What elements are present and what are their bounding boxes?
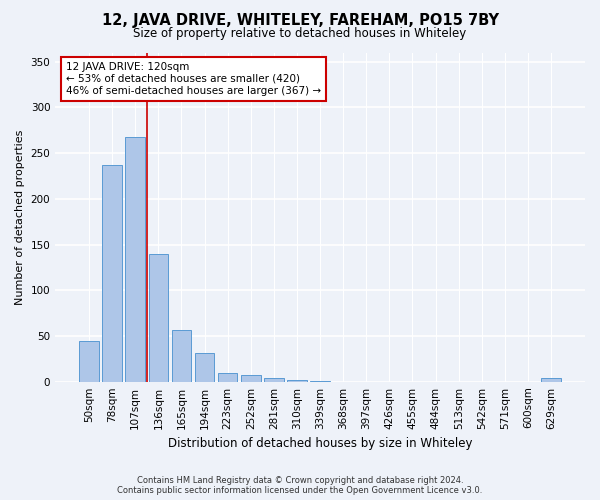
Bar: [149, 254, 168, 382]
Bar: [103, 165, 122, 382]
Text: Contains HM Land Registry data © Crown copyright and database right 2024.
Contai: Contains HM Land Registry data © Crown c…: [118, 476, 482, 495]
Y-axis label: Number of detached properties: Number of detached properties: [15, 130, 25, 305]
Bar: [172, 330, 191, 382]
Bar: [541, 378, 561, 382]
Bar: [287, 380, 307, 382]
Text: Size of property relative to detached houses in Whiteley: Size of property relative to detached ho…: [133, 28, 467, 40]
Bar: [125, 136, 145, 382]
Bar: [264, 378, 284, 382]
Text: 12, JAVA DRIVE, WHITELEY, FAREHAM, PO15 7BY: 12, JAVA DRIVE, WHITELEY, FAREHAM, PO15 …: [101, 12, 499, 28]
X-axis label: Distribution of detached houses by size in Whiteley: Distribution of detached houses by size …: [168, 437, 472, 450]
Bar: [218, 372, 238, 382]
Bar: [79, 342, 99, 382]
Bar: [195, 354, 214, 382]
Bar: [241, 376, 260, 382]
Text: 12 JAVA DRIVE: 120sqm
← 53% of detached houses are smaller (420)
46% of semi-det: 12 JAVA DRIVE: 120sqm ← 53% of detached …: [66, 62, 321, 96]
Bar: [310, 381, 330, 382]
